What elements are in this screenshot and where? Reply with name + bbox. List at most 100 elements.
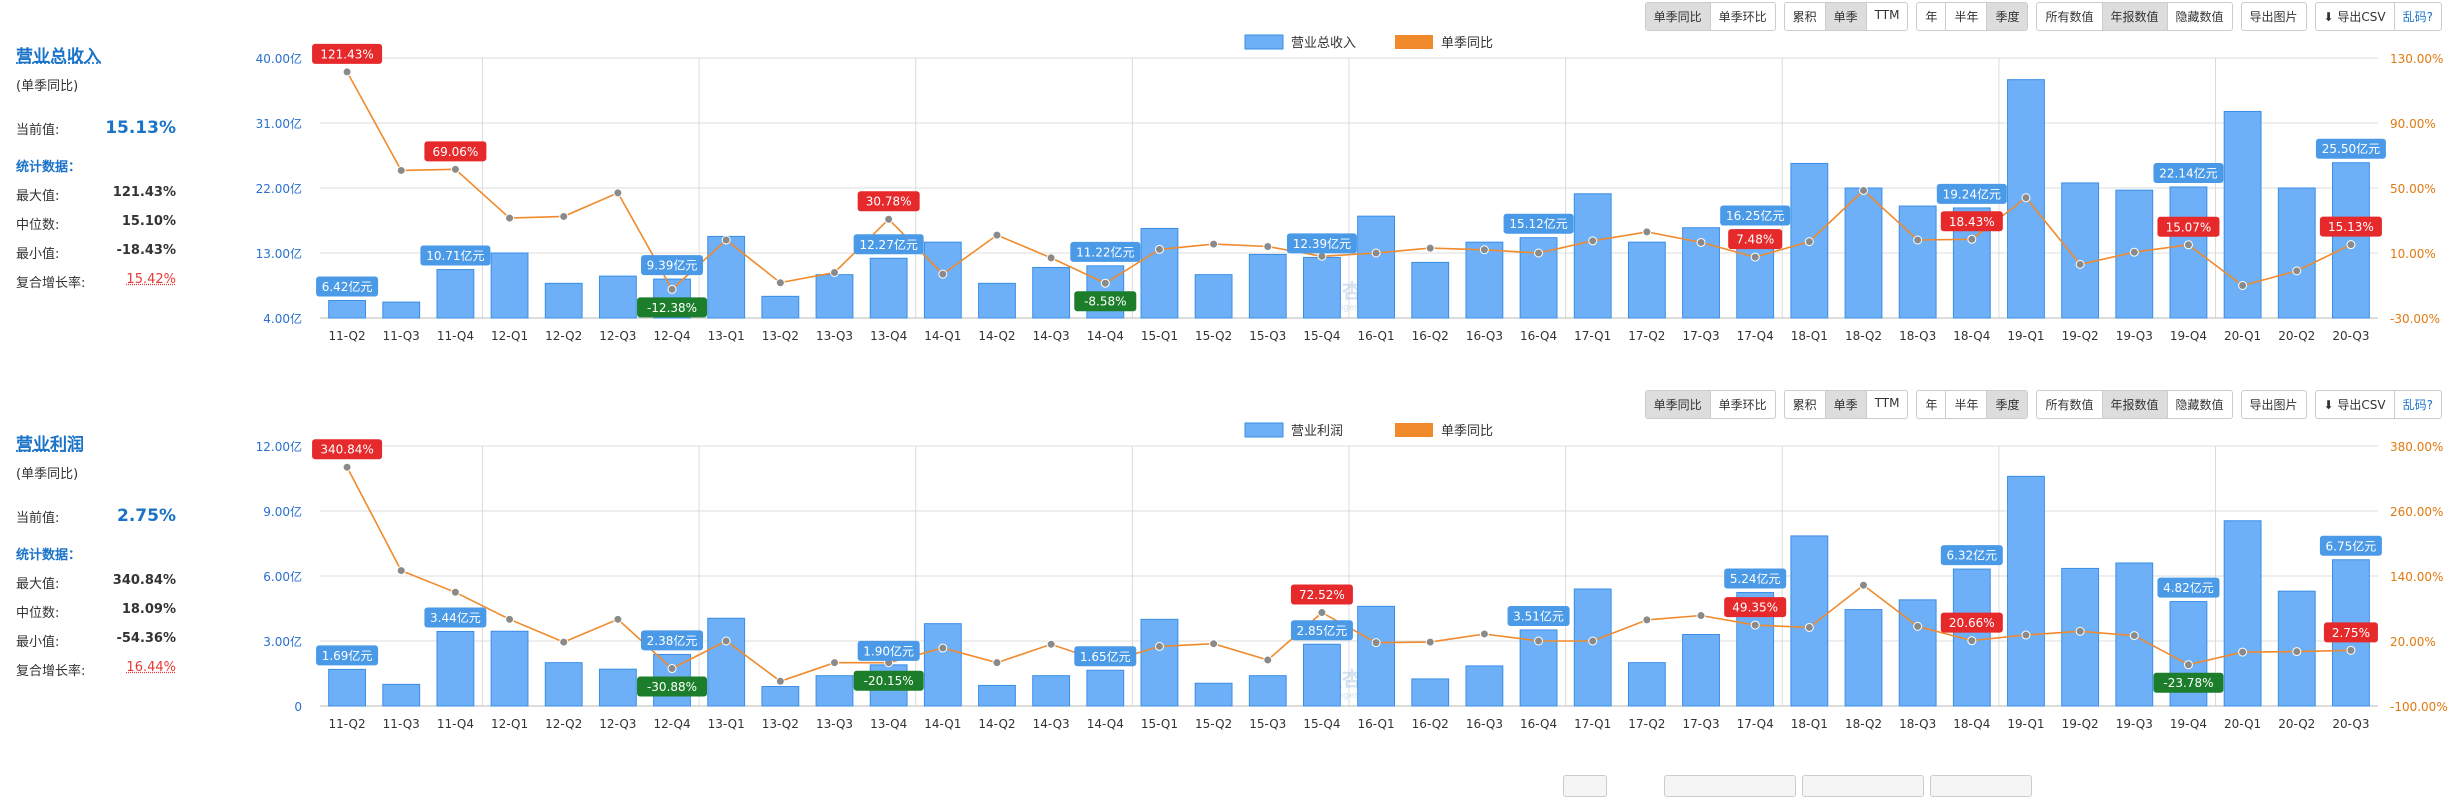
- label-text: 1.90亿元: [863, 643, 914, 658]
- toolbar-button[interactable]: 单季同比: [1645, 3, 1711, 30]
- label-text: 25.50亿元: [2322, 141, 2380, 156]
- yoy-value-label: 2.75%: [2323, 622, 2378, 643]
- toolbar-button[interactable]: 年报数值: [2102, 3, 2168, 30]
- yoy-point: [1046, 253, 1056, 263]
- x-axis-tick: 18-Q2: [1845, 717, 1882, 731]
- revenue-bar: [1086, 669, 1125, 707]
- toolbar-button[interactable]: 年: [1917, 391, 1947, 418]
- yoy-value-label: 72.52%: [1290, 584, 1353, 605]
- toolbar-button[interactable]: ⬇ 导出CSV: [2316, 3, 2395, 30]
- toolbar-button[interactable]: 隐藏数值: [2175, 10, 2224, 24]
- revenue-bar: [1303, 256, 1341, 319]
- toolbar-button[interactable]: TTM: [1874, 396, 1900, 410]
- toolbar-button[interactable]: 单季同比: [1645, 391, 1711, 418]
- label-text: 15.13%: [2328, 220, 2374, 234]
- label-text: 2.75%: [2332, 626, 2370, 640]
- label-box: [312, 43, 383, 64]
- x-axis-tick: 18-Q1: [1791, 717, 1828, 731]
- yoy-point: [1209, 639, 1219, 649]
- stat-row: 最大值: 121.43%: [16, 185, 176, 204]
- label-text: 5.24亿元: [1730, 571, 1781, 586]
- toolbar-button[interactable]: 所有数值: [2037, 391, 2103, 418]
- toolbar-button[interactable]: 半年: [1946, 3, 1988, 30]
- revenue-bar: [1194, 682, 1233, 707]
- left-axis-tick: 31.00亿: [256, 116, 302, 131]
- yoy-point: [1154, 641, 1164, 651]
- toolbar-button[interactable]: 季度: [1987, 3, 2028, 30]
- panel-title[interactable]: 营业总收入: [16, 47, 101, 67]
- revenue-chart: 营业总收入 单季同比 4.00亿 13.00亿 22.00亿 31.00亿 40.00亿 -3…: [256, 34, 2443, 343]
- toolbar-button[interactable]: 半年: [1946, 391, 1988, 418]
- left-axis-tick: 6.00亿: [263, 569, 302, 584]
- stats-list: 最大值: 121.43% 中位数: 15.10% 最小值: -18.43% 复合增长率: 15…: [16, 185, 176, 291]
- label-text: 69.06%: [433, 145, 479, 159]
- revenue-bar: [544, 282, 583, 319]
- yoy-point: [1154, 244, 1164, 254]
- toolbar-button[interactable]: 年报数值: [2102, 391, 2168, 418]
- yoy-point: [938, 269, 948, 279]
- label-text: -8.58%: [1084, 295, 1126, 309]
- x-axis-tick: 17-Q4: [1737, 717, 1774, 731]
- toolbar-button[interactable]: 单季: [1825, 391, 1867, 418]
- toolbar-group: 导出图片: [2240, 390, 2307, 419]
- revenue-bar: [1573, 588, 1612, 707]
- toolbar-button[interactable]: 导出图片: [2249, 10, 2298, 24]
- yoy-value-label: -8.58%: [1074, 291, 1137, 312]
- revenue-bar: [707, 235, 746, 319]
- yoy-point: [992, 658, 1002, 668]
- revenue-bar: [1357, 215, 1395, 319]
- toolbar-button[interactable]: 单季环比: [1718, 10, 1767, 24]
- toolbar-button[interactable]: 所有数值: [2037, 3, 2103, 30]
- revenue-bar: [1573, 193, 1612, 319]
- revenue-bar: [1194, 274, 1233, 319]
- toolbar-button[interactable]: 累积: [1785, 3, 1826, 30]
- yoy-value-label: 15.13%: [2319, 216, 2382, 237]
- yoy-value-label: 121.43%: [312, 43, 383, 64]
- label-box: [2157, 216, 2220, 237]
- toolbar-button[interactable]: 年: [1917, 3, 1947, 30]
- x-axis-tick: 19-Q2: [2062, 717, 2099, 731]
- yoy-point: [2183, 240, 2193, 250]
- toolbar-button[interactable]: 隐藏数值: [2175, 398, 2224, 412]
- stat-label: 中位数:: [16, 606, 60, 621]
- toolbar-button[interactable]: 累积: [1785, 391, 1826, 418]
- revenue-bar: [978, 684, 1016, 707]
- revenue-bar: [1248, 253, 1287, 319]
- bar-value-label: 19.24亿元: [1936, 183, 2007, 204]
- toolbar-button[interactable]: 单季环比: [1718, 398, 1767, 412]
- yoy-point: [1100, 278, 1110, 288]
- toolbar-button[interactable]: 导出图片: [2249, 398, 2298, 412]
- revenue-bar: [923, 623, 962, 707]
- stat-value: 340.84%: [112, 573, 176, 588]
- right-axis-tick: 140.00%: [2390, 570, 2443, 584]
- toolbar-button[interactable]: 乱码?: [2402, 398, 2433, 412]
- label-text: 3.44亿元: [430, 610, 481, 625]
- x-axis-tick: 13-Q4: [870, 329, 907, 343]
- current-label: 当前值:: [16, 122, 60, 138]
- yoy-point: [721, 636, 731, 646]
- current-value-row: 当前值: 15.13%: [16, 118, 176, 138]
- yoy-value-label: 340.84%: [312, 439, 383, 460]
- stat-label: 最小值:: [16, 247, 60, 262]
- label-box: [2153, 672, 2224, 693]
- toolbar-button[interactable]: 单季: [1825, 3, 1867, 30]
- revenue-bar: [815, 274, 854, 319]
- revenue-bar: [869, 257, 908, 319]
- bar-value-label: 6.42亿元: [316, 276, 379, 297]
- left-axis-tick: 40.00亿: [256, 51, 302, 66]
- x-axis-tick: 13-Q3: [816, 717, 853, 731]
- toolbar-button[interactable]: 季度: [1987, 391, 2028, 418]
- toolbar-button[interactable]: TTM: [1874, 8, 1900, 22]
- panel-title[interactable]: 营业利润: [16, 435, 84, 455]
- yoy-point: [1317, 608, 1327, 618]
- label-text: 19.24亿元: [1943, 186, 2001, 201]
- toolbar-button[interactable]: ⬇ 导出CSV: [2316, 391, 2395, 418]
- toolbar-button[interactable]: 乱码?: [2402, 10, 2433, 24]
- stat-row: 最小值: -54.36%: [16, 631, 176, 650]
- x-axis-tick: 17-Q2: [1628, 329, 1665, 343]
- revenue-bar: [1140, 618, 1179, 707]
- toolbar-group: 导出图片: [2240, 2, 2307, 31]
- label-text: -30.88%: [647, 680, 697, 694]
- legend-swatch-line: [1395, 423, 1433, 437]
- panel-subtitle: (单季同比): [16, 467, 79, 482]
